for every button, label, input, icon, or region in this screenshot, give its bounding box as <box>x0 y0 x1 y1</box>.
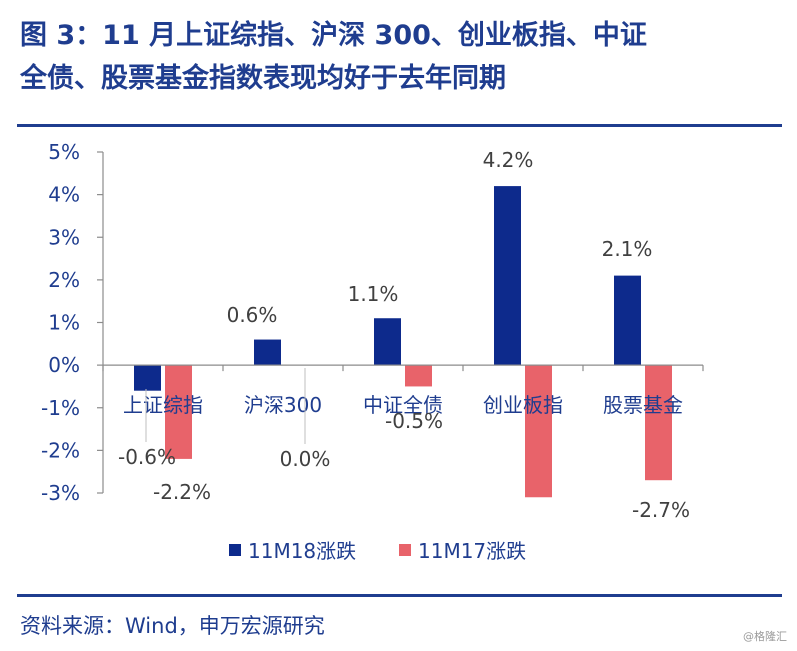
bar-11m18 <box>134 365 161 391</box>
bar-11m18 <box>374 318 401 366</box>
bar-11m17 <box>525 365 552 498</box>
category-label: 股票基金 <box>603 393 683 417</box>
data-label: 2.1% <box>602 237 653 261</box>
legend-swatch <box>399 544 411 556</box>
category-label: 上证综指 <box>123 393 203 417</box>
chart-title-line-2: 全债、股票基金指数表现均好于去年同期 <box>20 63 506 94</box>
title-divider <box>17 124 782 127</box>
legend-label: 11M18涨跌 <box>248 539 356 563</box>
y-tick-label: 2% <box>48 268 80 292</box>
y-tick-label: -1% <box>41 396 80 420</box>
data-label: -2.2% <box>153 480 211 504</box>
bar-11m17 <box>405 365 432 387</box>
watermark: @格隆汇 <box>743 630 787 643</box>
legend-swatch <box>229 544 241 556</box>
category-label: 沪深300 <box>244 393 322 417</box>
category-label: 中证全债 <box>363 393 443 417</box>
data-label: 1.1% <box>348 282 399 306</box>
bar-11m18 <box>494 186 521 366</box>
chart-title-line-1: 图 3：11 月上证综指、沪深 300、创业板指、中证 <box>20 20 647 51</box>
bar-11m17 <box>645 365 672 481</box>
y-tick-label: 1% <box>48 311 80 335</box>
y-tick-label: 4% <box>48 183 80 207</box>
bar-11m18 <box>614 275 641 366</box>
data-label: -0.6% <box>118 445 176 469</box>
y-tick-label: 0% <box>48 353 80 377</box>
bar-11m18 <box>254 339 281 366</box>
y-tick-label: -2% <box>41 438 80 462</box>
data-label: 4.2% <box>483 148 534 172</box>
data-label: -2.7% <box>632 498 690 522</box>
bar-11m17 <box>165 365 192 459</box>
y-tick-label: -3% <box>41 481 80 505</box>
data-label: -0.5% <box>385 409 443 433</box>
y-tick-label: 5% <box>48 140 80 164</box>
source-note: 资料来源：Wind，申万宏源研究 <box>20 614 325 638</box>
legend-label: 11M17涨跌 <box>418 539 526 563</box>
source-divider <box>17 594 782 597</box>
y-tick-label: 3% <box>48 225 80 249</box>
data-label: 0.0% <box>280 447 331 471</box>
chart-title: 图 3：11 月上证综指、沪深 300、创业板指、中证 全债、股票基金指数表现均… <box>20 14 780 100</box>
category-label: 创业板指 <box>483 393 563 417</box>
data-label: 0.6% <box>227 303 278 327</box>
